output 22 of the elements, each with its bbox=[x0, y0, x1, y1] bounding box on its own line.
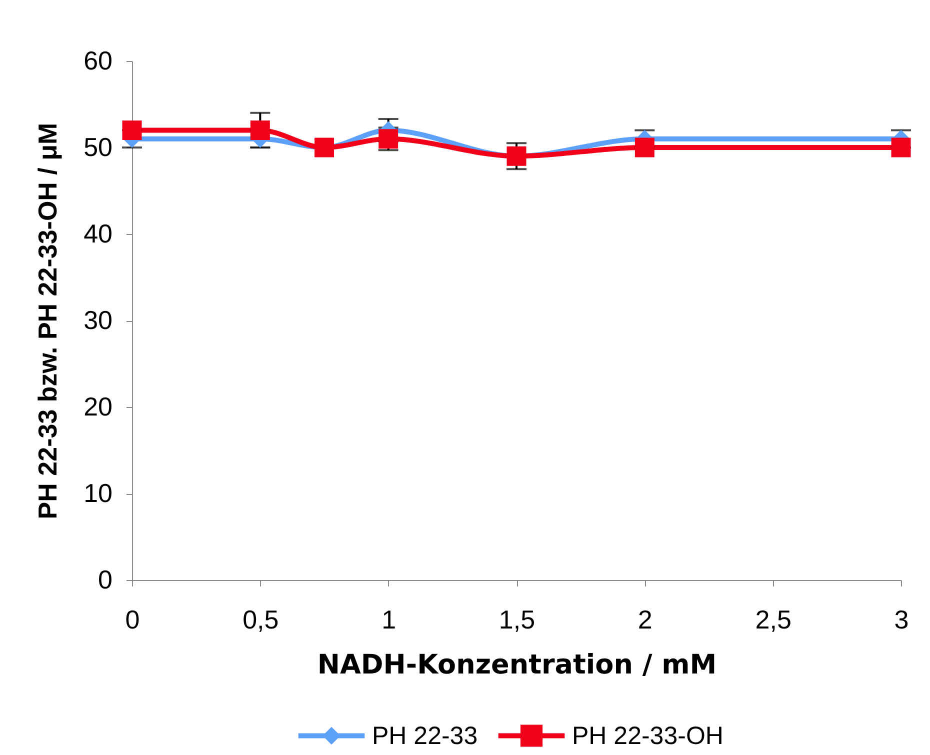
point bbox=[250, 120, 270, 140]
x-tick-label: 1,5 bbox=[498, 604, 536, 634]
point bbox=[634, 138, 654, 158]
y-tick-label: 30 bbox=[84, 305, 112, 335]
x-axis-title: NADH-Konzentration / mM bbox=[317, 650, 717, 680]
y-tick-label: 50 bbox=[84, 132, 112, 162]
x-tick-label: 0,5 bbox=[242, 604, 279, 634]
y-tick-label: 10 bbox=[84, 478, 112, 508]
x-tick-label: 1 bbox=[382, 604, 396, 634]
legend-label: PH 22-33 bbox=[372, 722, 478, 750]
y-tick-label: 40 bbox=[84, 218, 112, 248]
point bbox=[891, 138, 911, 158]
x-tick-label: 2 bbox=[638, 604, 652, 634]
y-axis-title: PH 22-33 bzw. PH 22-33-OH / μM bbox=[32, 122, 63, 520]
x-tick-label: 2,5 bbox=[755, 604, 792, 634]
y-tick-label: 0 bbox=[98, 564, 112, 594]
x-tick-label: 3 bbox=[894, 604, 909, 634]
y-tick-label: 20 bbox=[84, 392, 112, 422]
y-tick-label: 60 bbox=[84, 46, 112, 76]
x-tick-label: 0 bbox=[125, 604, 140, 634]
legend-label: PH 22-33-OH bbox=[572, 722, 724, 750]
point bbox=[122, 120, 142, 140]
